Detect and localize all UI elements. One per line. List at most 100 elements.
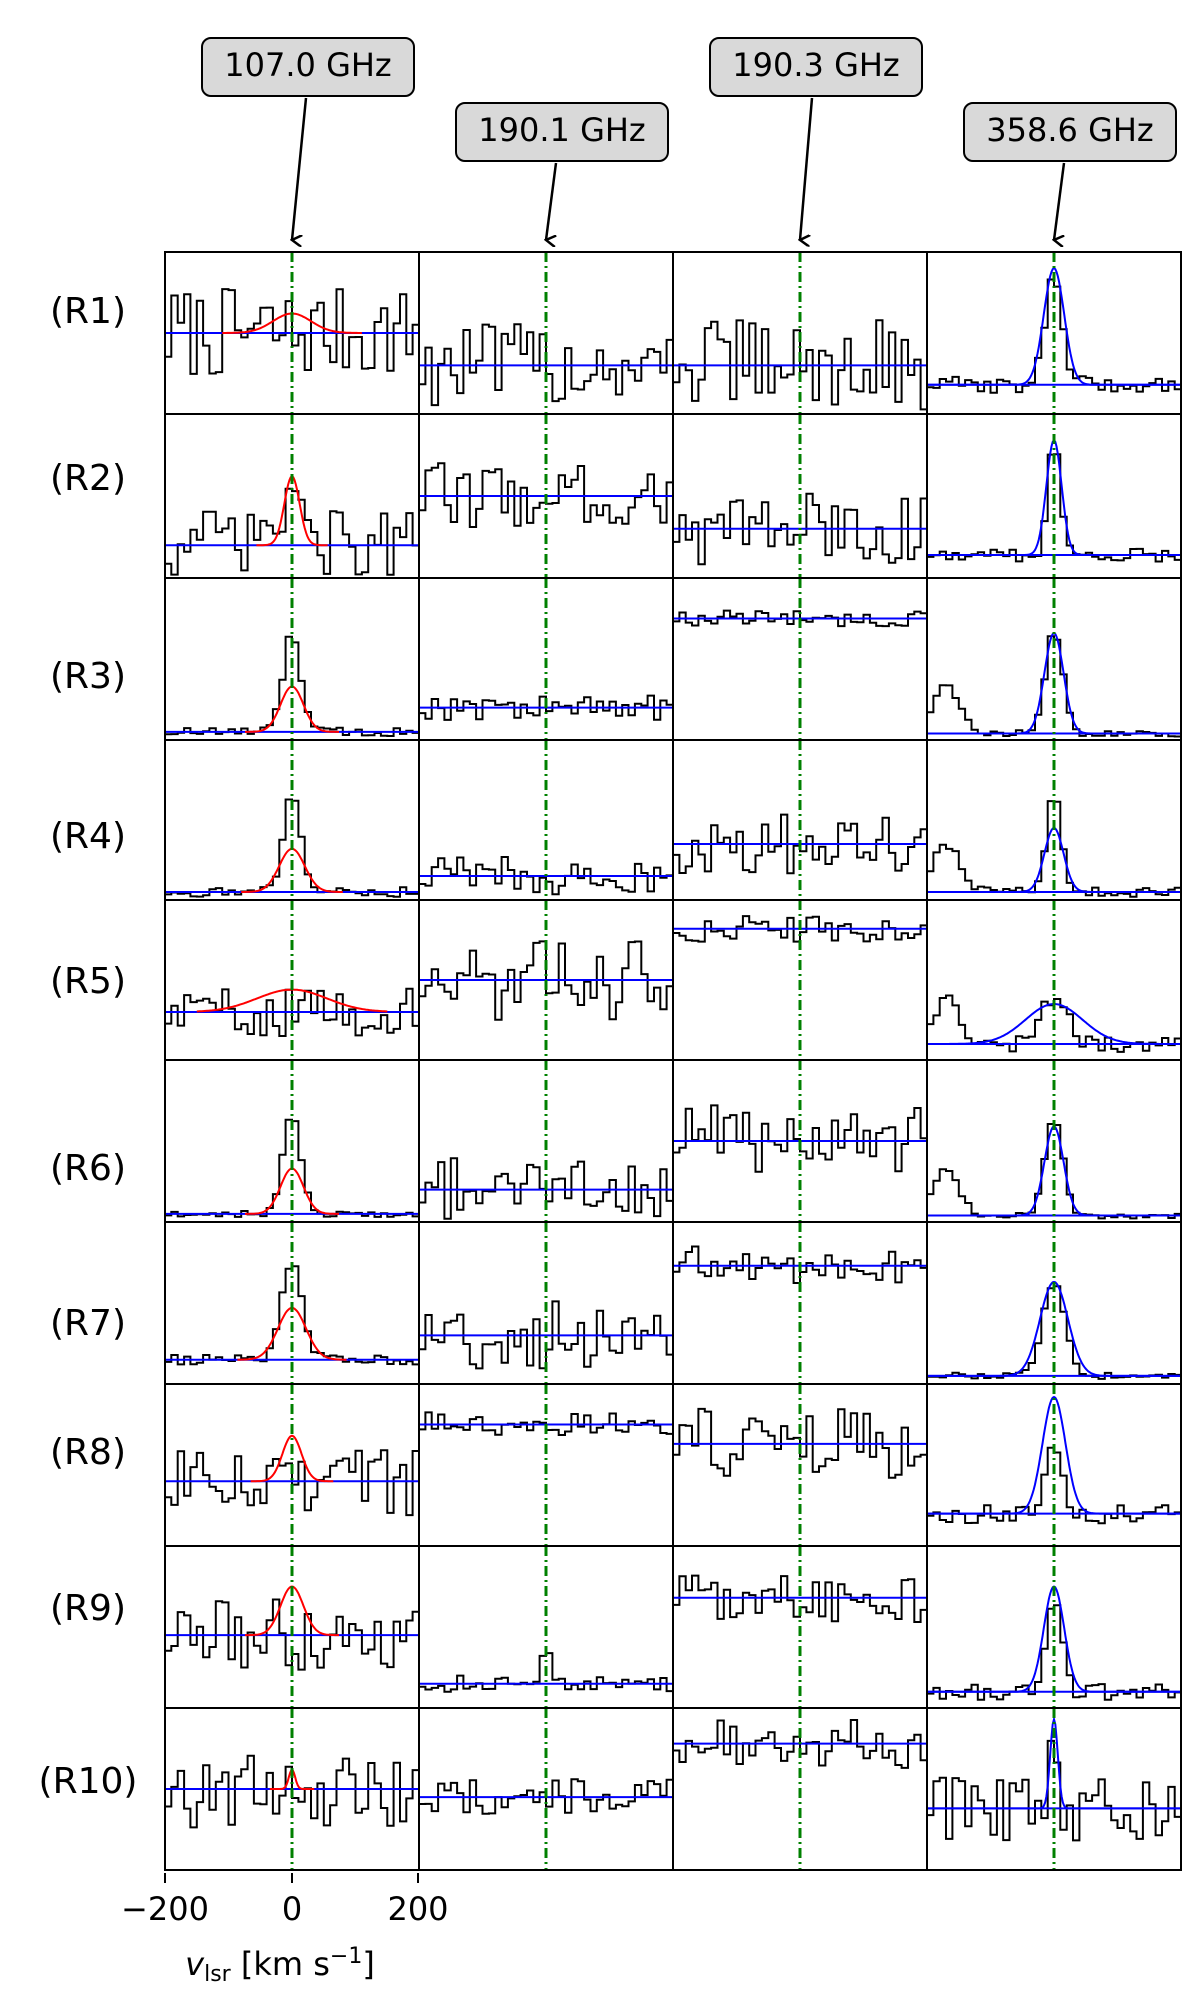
panel-content	[419, 900, 673, 1060]
row-label-r2: (R2)	[50, 458, 126, 499]
panel-content	[927, 1384, 1181, 1546]
spectrum-panel	[418, 413, 674, 579]
spectrum-panel	[164, 1221, 420, 1385]
panel-content	[927, 578, 1181, 740]
spectrum-panel	[672, 1383, 928, 1547]
panel-content	[165, 414, 419, 578]
panel-content	[165, 578, 419, 740]
row-labels: (R1) (R2) (R3) (R4) (R5) (R6) (R7) (R8) …	[39, 291, 138, 1802]
spectrum-panel	[164, 251, 420, 415]
spectrum-panel	[672, 739, 928, 901]
x-tick-label: 200	[387, 1890, 448, 1928]
gaussian-fit-line	[927, 1395, 1181, 1515]
panel-content	[927, 1708, 1181, 1870]
spectrum-panel	[926, 413, 1182, 579]
panel-content	[673, 900, 927, 1060]
panel-content	[419, 1708, 673, 1870]
spectrum-line	[927, 278, 1181, 394]
spectrum-panel	[418, 1383, 674, 1547]
spectrum-panel	[164, 413, 420, 579]
spectrum-panel	[926, 1383, 1182, 1547]
gaussian-fit-line	[927, 266, 1181, 386]
spectrum-panel	[418, 1707, 674, 1871]
panel-content	[419, 1222, 673, 1384]
spectrum-panel	[926, 577, 1182, 741]
spectrum-panel	[418, 1545, 674, 1709]
panel-content	[673, 578, 927, 740]
panel-content	[419, 1546, 673, 1708]
panel-content	[165, 1060, 419, 1222]
spectrum-panel	[926, 739, 1182, 901]
spectrum-panel	[672, 1059, 928, 1223]
spectrum-panel	[418, 899, 674, 1061]
column-header-107: 107.0 GHz	[201, 37, 415, 240]
spectrum-panel	[672, 577, 928, 741]
spectrum-panel	[926, 1707, 1182, 1871]
spectrum-panel	[164, 899, 420, 1061]
spectrum-panel	[672, 1545, 928, 1709]
x-tick-label: −200	[121, 1890, 209, 1928]
spectrum-panel	[926, 899, 1182, 1061]
spectrum-panel	[418, 1059, 674, 1223]
panel-content	[673, 1222, 927, 1384]
column-label: 107.0 GHz	[224, 46, 391, 84]
panel-content	[927, 740, 1181, 900]
panel-content	[927, 1546, 1181, 1708]
spectrum-line	[927, 453, 1181, 563]
x-tick-label: 0	[282, 1890, 302, 1928]
x-axis-label-unit: [km s	[231, 1945, 330, 1983]
spectrum-panel	[418, 739, 674, 901]
column-label: 358.6 GHz	[986, 111, 1153, 149]
panel-content	[165, 740, 419, 900]
gaussian-fit-line	[927, 1280, 1181, 1377]
x-axis: −200 0 200 vlsr [km s−1]	[121, 1873, 449, 1987]
spectrum-panel	[672, 413, 928, 579]
gaussian-fit-line	[927, 1715, 1181, 1810]
spectrum-line	[165, 288, 419, 375]
spectrum-panel	[164, 739, 420, 901]
column-header-358-6: 358.6 GHz	[963, 102, 1177, 240]
panel-content	[165, 1546, 419, 1708]
panel-content	[927, 1060, 1181, 1222]
x-axis-label-close: ]	[362, 1945, 374, 1983]
spectrum-panel	[672, 899, 928, 1061]
column-label: 190.1 GHz	[478, 111, 645, 149]
spectrum-panel	[164, 1059, 420, 1223]
panel-content	[419, 252, 673, 414]
column-label: 190.3 GHz	[732, 46, 899, 84]
row-label-r5: (R5)	[50, 961, 126, 1002]
row-label-r7: (R7)	[50, 1303, 126, 1344]
panel-content	[673, 414, 927, 578]
gaussian-fit-line	[250, 1434, 334, 1483]
spectrum-panel	[672, 251, 928, 415]
panel-content	[165, 1384, 419, 1546]
x-axis-label-v: v	[185, 1945, 205, 1983]
spectrum-line	[165, 798, 419, 898]
column-header-190-3: 190.3 GHz	[709, 37, 923, 240]
gaussian-fit-line	[927, 1585, 1181, 1693]
panel-content	[419, 1384, 673, 1546]
panel-content	[419, 1060, 673, 1222]
panel-content	[927, 252, 1181, 414]
spectrum-panel	[164, 1545, 420, 1709]
spectrum-panel	[418, 577, 674, 741]
panel-content	[419, 740, 673, 900]
spectrum-panel	[418, 1221, 674, 1385]
row-label-r10: (R10)	[39, 1761, 138, 1802]
spectrum-panel	[926, 1221, 1182, 1385]
spectrum-panel	[164, 1383, 420, 1547]
spectrum-panel	[672, 1221, 928, 1385]
row-label-r4: (R4)	[50, 816, 126, 857]
panel-content	[927, 414, 1181, 578]
x-axis-label-sub: lsr	[204, 1962, 232, 1987]
panel-content	[673, 252, 927, 414]
row-label-r8: (R8)	[50, 1432, 126, 1473]
panel-content	[927, 1222, 1181, 1384]
row-label-r6: (R6)	[50, 1148, 126, 1189]
x-axis-label: vlsr [km s−1]	[185, 1944, 375, 1987]
spectrum-panel	[926, 1545, 1182, 1709]
spectrum-panel	[672, 1707, 928, 1871]
panel-content	[165, 252, 419, 414]
spectra-panels	[164, 251, 1182, 1871]
spectrum-line	[165, 1598, 419, 1671]
